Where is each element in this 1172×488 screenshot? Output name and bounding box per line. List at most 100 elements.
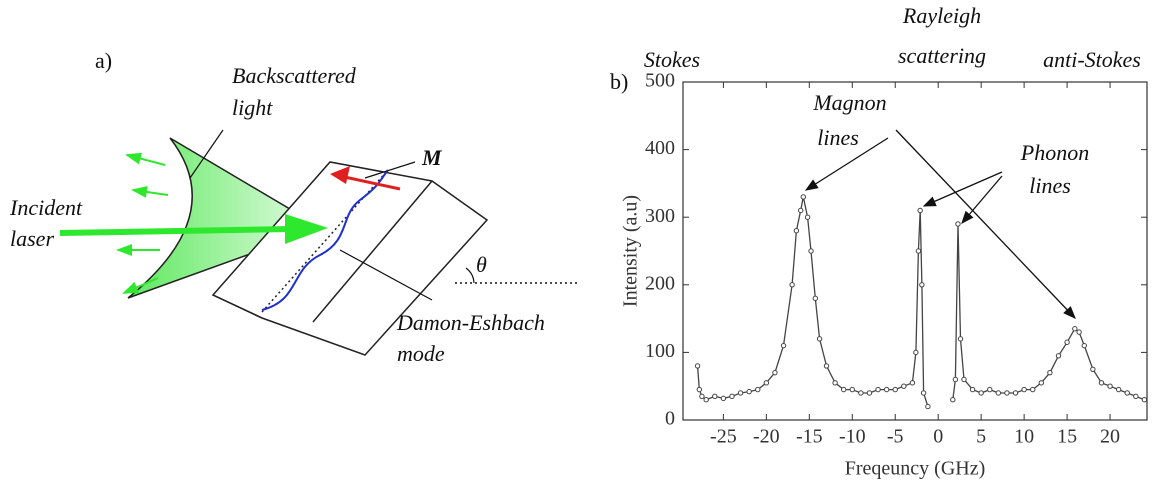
label: Damon-Eshbach [396,310,545,335]
data-point [987,386,993,393]
data-point [901,383,907,389]
data-point [789,282,795,288]
data-point [1072,326,1078,332]
data-point [1012,390,1019,396]
chart: b) Stokes Rayleigh scattering anti-Stoke… [610,3,1148,480]
data-point [978,390,984,396]
y-tick-label: 300 [645,205,675,227]
data-point [1064,339,1070,345]
label: Backscattered [232,63,357,88]
data-point [746,388,752,395]
data-point [909,380,916,386]
data-point [950,397,956,403]
data-point [892,386,898,393]
data-point [1047,369,1053,376]
data-point [866,390,873,396]
annotation: anti-Stokes [1043,47,1141,72]
x-tick-label: -10 [839,426,866,448]
data-point [919,282,925,288]
data-point [712,393,718,400]
y-tick-label: 100 [645,340,675,362]
data-point [800,194,806,200]
y-tick-label: 0 [665,408,675,430]
data-point [1115,386,1122,393]
data-point [808,248,814,254]
data-point [793,228,800,234]
data-point [1081,342,1087,349]
label: θ [476,252,487,277]
series [694,194,1147,410]
data-point [798,207,804,214]
data-point [955,221,961,227]
data-point [957,336,964,342]
data-point [1090,366,1096,372]
x-tick-label: 0 [933,426,943,448]
x-tick-label: 15 [1057,426,1077,448]
data-point [816,336,823,342]
data-point [913,349,919,356]
x-tick-label: -20 [753,426,780,448]
data-point [915,248,922,254]
x-tick-label: 5 [976,426,986,448]
data-point [763,380,770,386]
label: mode [397,341,445,366]
data-point [804,214,811,220]
x-tick-label: -15 [796,426,823,448]
data-point [1141,397,1147,403]
data-point [737,390,744,396]
data-point [969,386,976,393]
panel-label: b) [610,69,628,94]
x-tick-label: -25 [710,426,737,448]
y-tick-label: 400 [645,137,675,159]
data-point [720,395,727,402]
data-point [917,207,923,214]
data-point [1021,386,1027,393]
x-tick-label: 10 [1014,426,1034,448]
annotation: Stokes [644,47,700,72]
data-point [1055,353,1062,359]
data-point [961,376,967,383]
label: M [421,145,443,170]
incident-beam [59,226,293,236]
data-point [823,363,830,369]
x-axis-title: Freqeuncy (GHz) [845,458,986,480]
data-point [780,342,787,349]
data-point [703,397,709,403]
annotation: Rayleigh [902,3,981,28]
data-point [1098,380,1105,386]
data-point [755,386,761,393]
data-point [1107,383,1113,389]
y-tick-label: 200 [645,272,675,294]
data-point [858,390,864,396]
data-point [840,386,847,393]
data-point [729,393,735,400]
annotation: lines [817,125,859,150]
data-point [694,363,701,369]
annotation: lines [1029,173,1071,198]
data-point [772,369,778,376]
label: light [232,95,273,120]
x-tick-label: 20 [1100,426,1120,448]
data-point [1133,393,1139,400]
data-point [875,386,881,393]
data-point [883,386,890,393]
data-point [925,403,931,410]
data-point [920,390,927,396]
annotation: Magnon [812,90,886,115]
plot-frame [682,81,1148,421]
data-point [832,380,838,386]
diagram: a) Backscattered light Incident laser M … [9,48,577,366]
data-point [812,295,819,302]
data-point [1038,380,1045,386]
backscatter-cone [127,137,324,299]
data-point [696,386,703,393]
scatter-arrows [116,152,169,294]
x-tick-label: -5 [887,426,904,448]
data-point [1004,390,1010,396]
data-point [699,393,705,400]
data-point [995,390,1002,396]
data-point [1124,390,1130,396]
annotation: Phonon [1020,140,1089,165]
spectrum-line [696,196,1145,407]
